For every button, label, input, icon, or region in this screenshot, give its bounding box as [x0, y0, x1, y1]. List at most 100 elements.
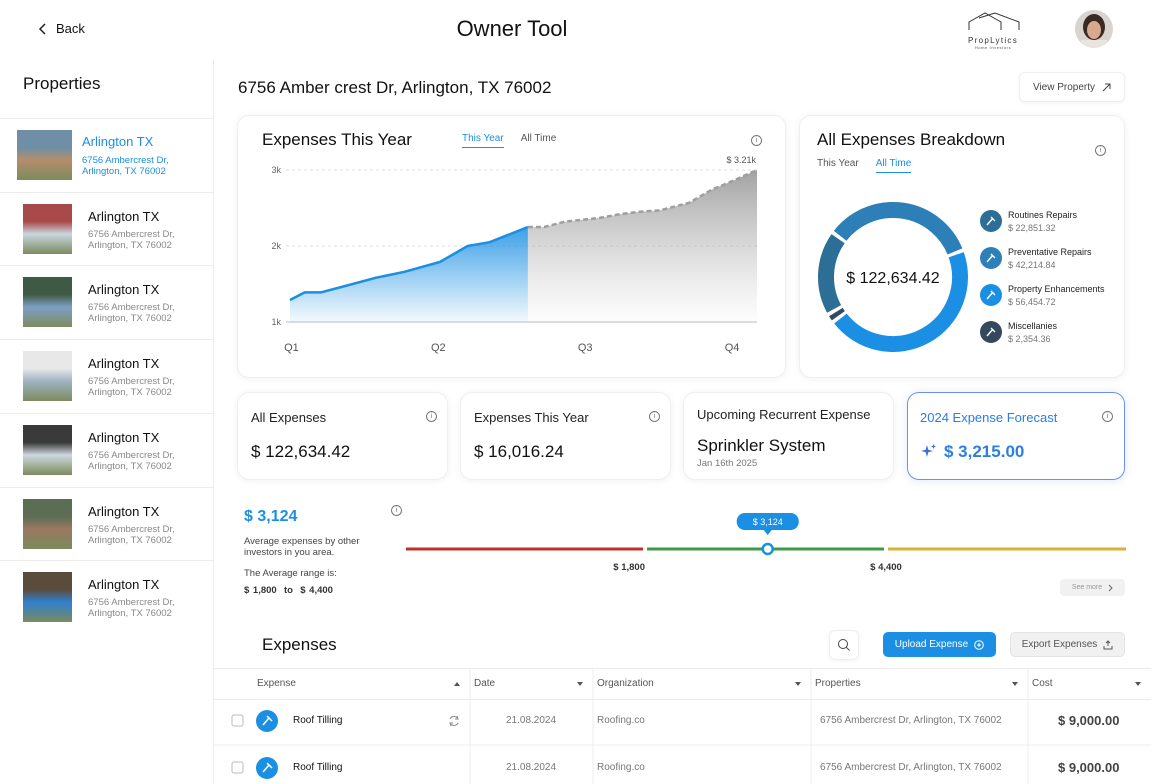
property-address: 6756 Amber crest Dr, Arlington, TX 76002 — [238, 78, 552, 97]
view-property-label: View Property — [1032, 81, 1096, 93]
property-name: Arlington TX — [82, 134, 154, 149]
property-name: Arlington TX — [88, 282, 160, 298]
property-thumbnail — [23, 351, 72, 402]
chart-title: All Expenses Breakdown — [817, 130, 1006, 149]
chart-title: Expenses This Year — [262, 130, 412, 149]
column-header: Date — [474, 678, 496, 689]
export-icon — [1103, 639, 1113, 649]
table-cell: 6756 Ambercrest Dr, Arlington, TX 76002 — [820, 715, 1002, 726]
info-icon[interactable]: i — [1102, 411, 1113, 422]
card-title: Expenses This Year — [474, 410, 589, 425]
range-text: $ 1,800 to $ 4,400 — [244, 585, 333, 596]
sparkle-icon — [921, 444, 936, 457]
benchmark-value: $ 3,124 — [244, 508, 298, 525]
logo: PropLytics Home Investors — [955, 10, 1031, 50]
table-cell: $ 9,000.00 — [1058, 713, 1120, 728]
summary-card: Expenses This Year $ 16,016.24 i — [460, 392, 671, 480]
table-cell: 6756 Ambercrest Dr, Arlington, TX 76002 — [820, 762, 1002, 773]
upload-button[interactable]: Upload Expense — [883, 632, 996, 657]
tab[interactable]: This Year — [817, 158, 859, 169]
summary-card: All Expenses $ 122,634.42 i — [237, 392, 448, 480]
sidebar — [0, 60, 214, 784]
column-header: Properties — [815, 678, 861, 689]
range-low-label: $ 1,800 — [613, 562, 645, 573]
property-thumbnail — [17, 130, 72, 180]
external-icon — [1102, 83, 1111, 91]
property-thumbnail — [23, 203, 72, 254]
property-item[interactable]: Arlington TX 6756 Ambercrest Dr, Arlingto… — [0, 560, 213, 634]
back-icon — [38, 22, 46, 35]
tab[interactable]: All Time — [520, 133, 557, 144]
export-label: Export Expenses — [1021, 639, 1098, 650]
property-name: Arlington TX — [88, 356, 160, 372]
column-header: Expense — [257, 678, 296, 689]
expense-icon — [256, 757, 278, 779]
logo-name: PropLytics — [967, 36, 1019, 45]
property-address: 6756 Ambercrest Dr, Arlington, TX 76002 — [88, 597, 175, 620]
property-address: 6756 Ambercrest Dr, Arlington, TX 76002 — [88, 376, 175, 399]
logo-house — [968, 12, 1020, 30]
row-checkbox[interactable] — [231, 714, 244, 727]
property-item[interactable]: Arlington TX 6756 Ambercrest Dr, Arlingto… — [0, 191, 213, 266]
view-property-button[interactable]: View Property — [1019, 72, 1125, 102]
tab[interactable]: All Time — [875, 158, 912, 173]
card-value: Sprinkler System — [697, 436, 826, 455]
property-thumbnail — [23, 424, 72, 475]
range-joiner: to — [283, 585, 293, 596]
plus-icon — [974, 639, 984, 650]
property-name: Arlington TX — [88, 429, 160, 445]
back-label: Back — [56, 21, 85, 36]
page-title: Owner Tool — [456, 16, 568, 41]
benchmark-description: Average expenses by other investors in y… — [244, 536, 360, 558]
card-title: Upcoming Recurrent Expense — [697, 407, 871, 422]
info-icon[interactable]: i — [1095, 145, 1106, 156]
property-address: 6756 Ambercrest Dr, Arlington, TX 76002 — [88, 302, 175, 325]
table-cell: Roofing.co — [597, 762, 645, 773]
property-item[interactable]: Arlington TX 6756 Ambercrest Dr, Arlingto… — [0, 486, 213, 561]
info-icon[interactable]: i — [391, 505, 402, 516]
info-icon[interactable]: i — [426, 411, 437, 422]
forecast-card: 2024 Expense Forecast $ 3,215.00 i — [907, 392, 1125, 480]
range-marker — [761, 542, 774, 556]
card-value: $ 122,634.42 — [251, 442, 351, 461]
property-item[interactable]: Arlington TX 6756 Ambercrest Dr, Arlingto… — [0, 265, 213, 339]
card-value: $ 3,215.00 — [944, 442, 1025, 461]
property-thumbnail — [23, 572, 72, 623]
see-more-button[interactable]: See more — [1060, 579, 1125, 596]
property-item[interactable]: Arlington TX 6756 Ambercrest Dr, Arlingto… — [0, 412, 213, 487]
breakdown-card — [799, 115, 1125, 378]
property-thumbnail — [23, 498, 72, 549]
export-button[interactable]: Export Expenses — [1010, 632, 1125, 657]
upload-label: Upload Expense — [894, 639, 969, 650]
column-header: Cost — [1032, 678, 1053, 689]
tab[interactable]: This Year — [462, 133, 504, 148]
marker-pointer — [763, 530, 772, 535]
card-title: All Expenses — [251, 410, 327, 425]
recurring-icon — [449, 715, 459, 727]
range-title: The Average range is: — [244, 568, 337, 579]
property-address: 6756 Ambercrest Dr, Arlington, TX 76002 — [88, 449, 175, 472]
marker-bubble — [736, 513, 799, 530]
property-item[interactable]: Arlington TX 6756 Ambercrest Dr, Arlingto… — [0, 339, 213, 413]
expenses-chart-card — [237, 115, 786, 378]
property-address: 6756 Ambercrest Dr, Arlington, TX 76002 — [82, 155, 169, 177]
search-button[interactable] — [829, 630, 859, 660]
info-icon[interactable]: i — [649, 411, 660, 422]
expenses-title: Expenses — [262, 635, 337, 654]
property-address: 6756 Ambercrest Dr, Arlington, TX 76002 — [88, 523, 175, 546]
column-header: Organization — [597, 678, 654, 689]
row-checkbox[interactable] — [231, 761, 244, 774]
property-item[interactable]: Arlington TX 6756 Ambercrest Dr, Arlingto… — [0, 118, 213, 192]
table-cell: 21.08.2024 — [506, 762, 557, 773]
search-icon — [838, 639, 850, 651]
summary-card: Upcoming Recurrent Expense Sprinkler Sys… — [683, 392, 894, 480]
back-button[interactable]: Back — [38, 21, 85, 36]
property-name: Arlington TX — [88, 208, 160, 224]
sidebar-title: Properties — [23, 74, 101, 93]
card-value: $ 16,016.24 — [474, 442, 564, 461]
avatar[interactable] — [1075, 10, 1113, 48]
property-name: Arlington TX — [88, 577, 160, 593]
expense-icon — [256, 710, 278, 732]
info-icon[interactable]: i — [751, 135, 762, 146]
